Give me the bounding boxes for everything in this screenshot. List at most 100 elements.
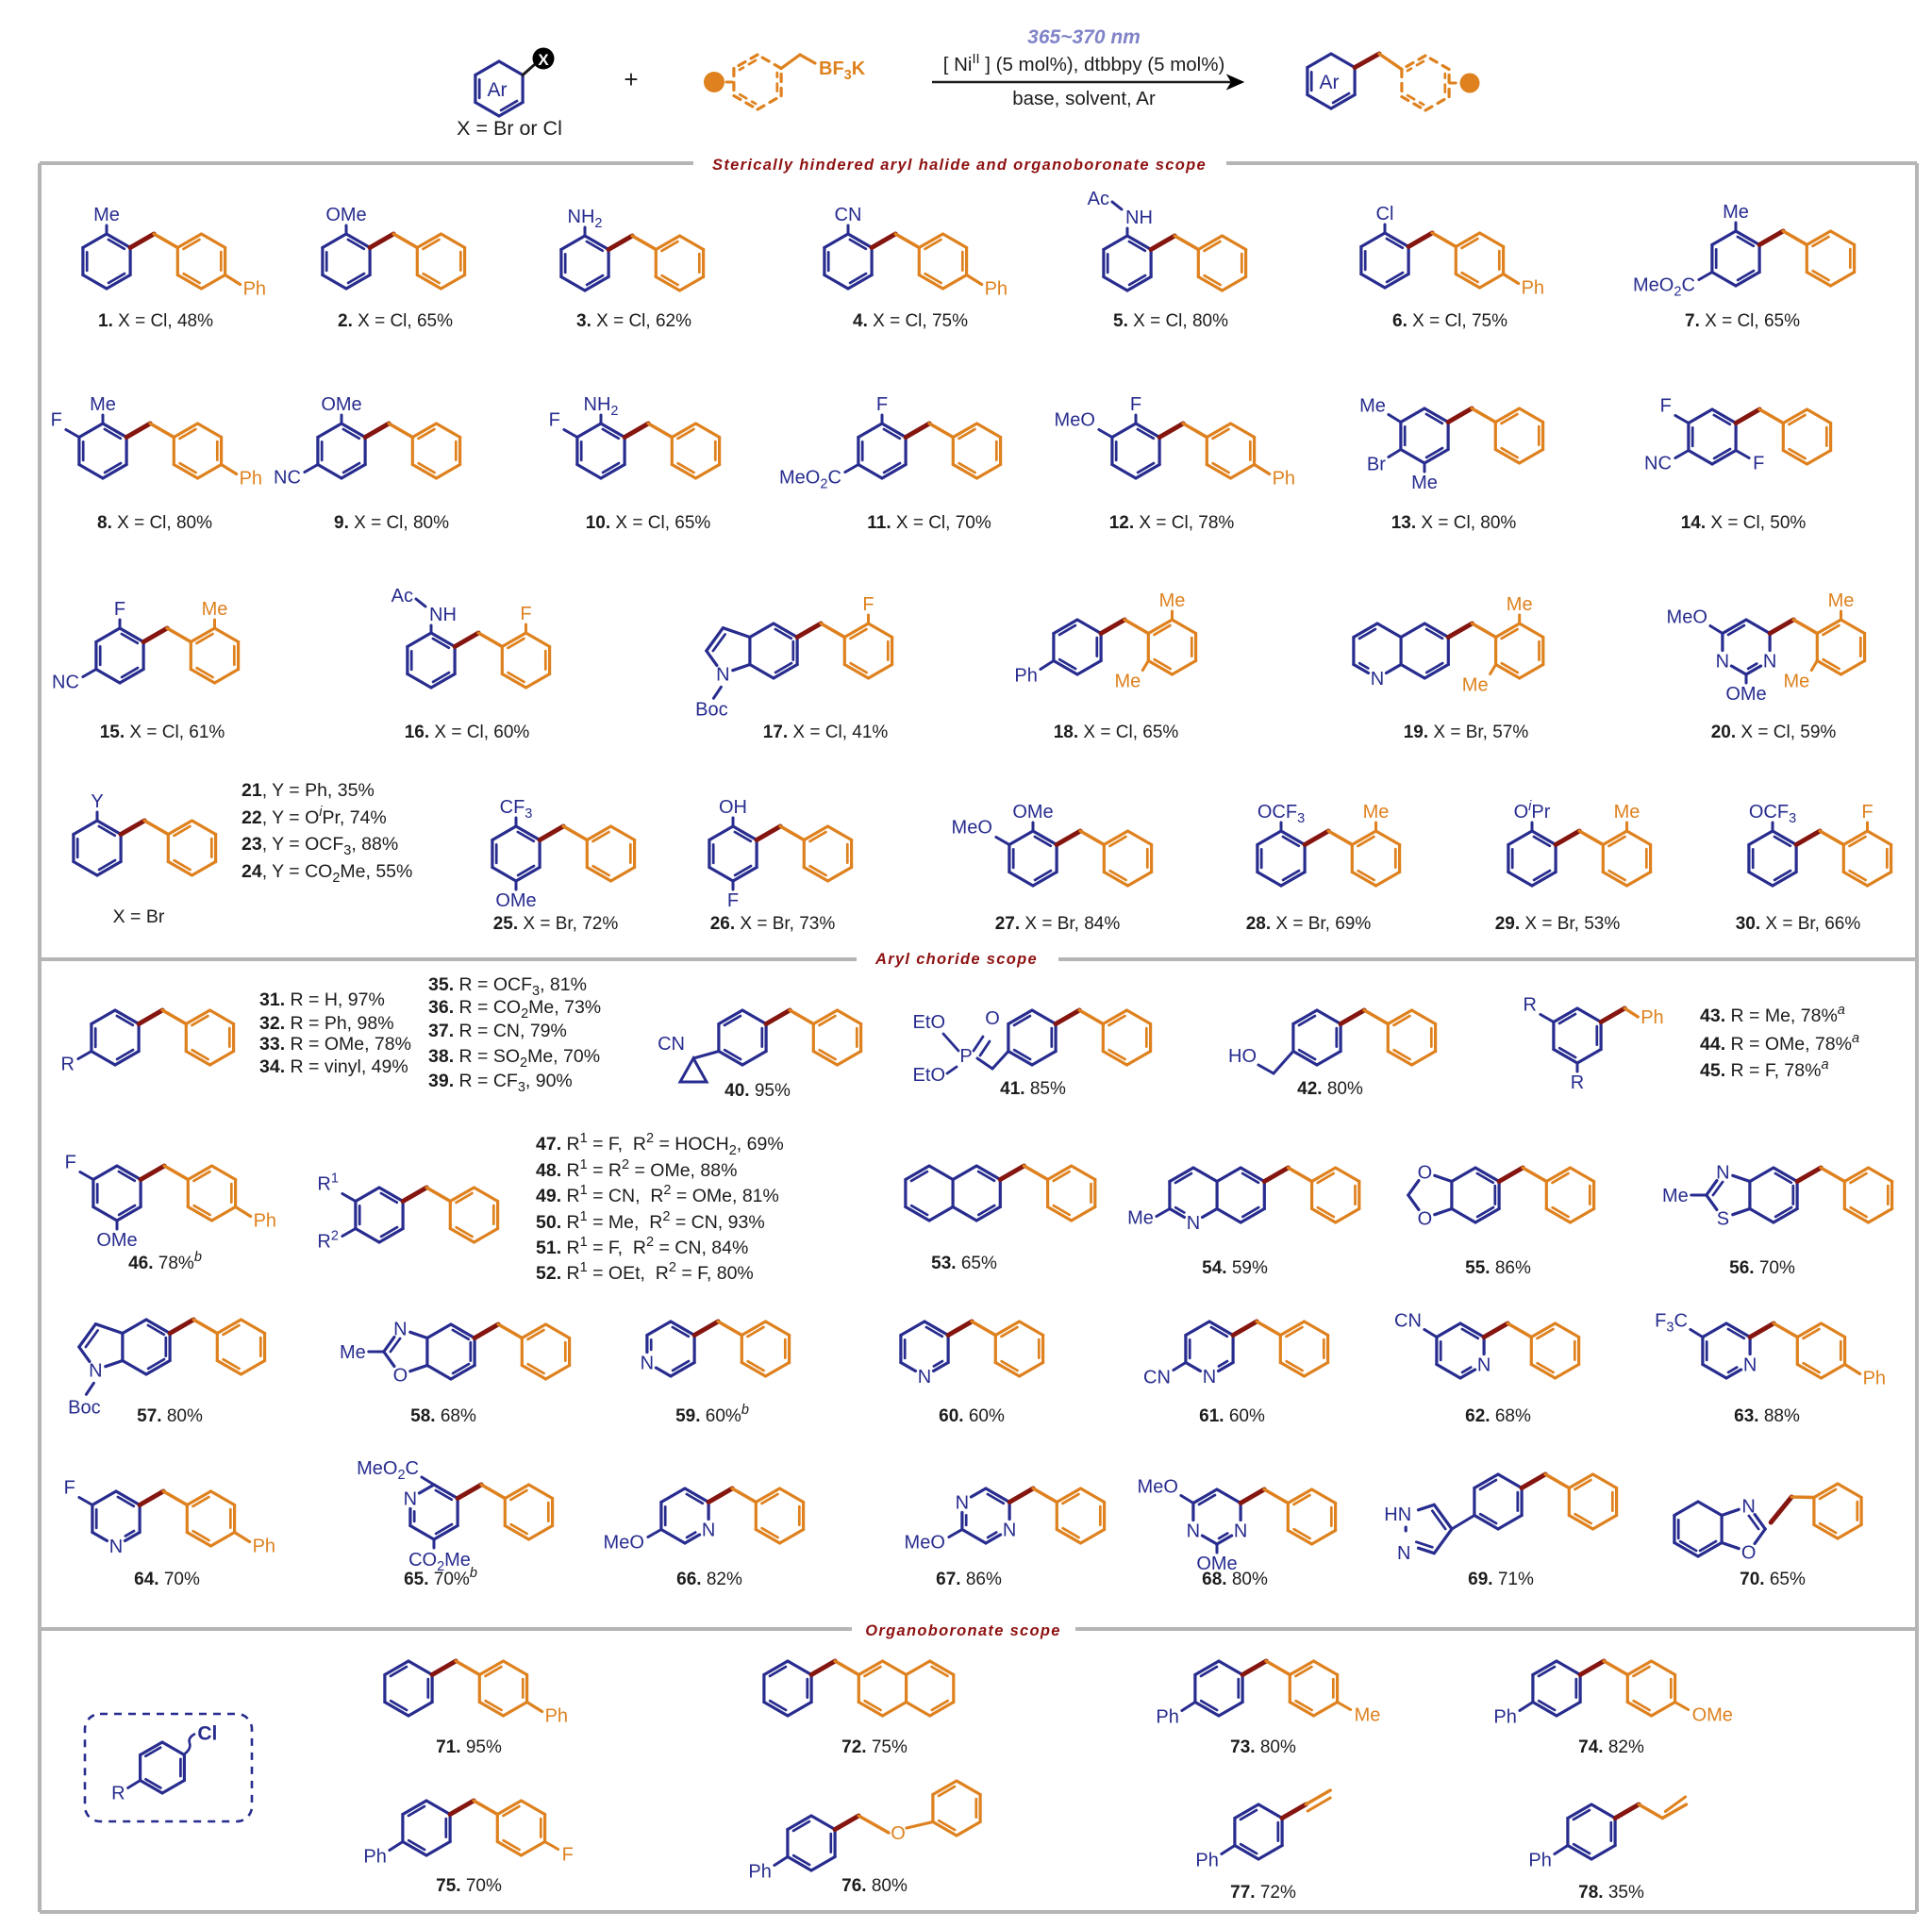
svg-text:MeO2C: MeO2C [779, 468, 841, 492]
svg-text:N: N [404, 1489, 417, 1510]
svg-text:Ph: Ph [1156, 1707, 1178, 1728]
svg-text:Cl: Cl [197, 1723, 217, 1745]
svg-text:N: N [702, 1521, 715, 1541]
svg-text:365~370 nm: 365~370 nm [1027, 26, 1141, 48]
svg-text:77. 72%: 77. 72% [1230, 1883, 1296, 1903]
svg-text:S: S [1717, 1208, 1729, 1229]
svg-text:NH2: NH2 [568, 207, 603, 231]
svg-text:N: N [89, 1360, 102, 1381]
svg-text:Me: Me [1462, 675, 1489, 696]
svg-text:O: O [891, 1823, 906, 1844]
svg-text:OMe: OMe [1012, 802, 1053, 823]
svg-text:22, Y = OiPr, 74%: 22, Y = OiPr, 74% [242, 805, 387, 828]
svg-text:11. X = Cl, 70%: 11. X = Cl, 70% [867, 513, 991, 533]
svg-text:67. 86%: 67. 86% [936, 1570, 1002, 1589]
svg-text:N: N [641, 1354, 654, 1374]
svg-text:OiPr: OiPr [1514, 799, 1551, 823]
svg-text:Ph: Ph [363, 1847, 386, 1868]
svg-text:F: F [1753, 454, 1764, 474]
svg-text:Me: Me [1115, 672, 1141, 692]
svg-text:40. 95%: 40. 95% [724, 1081, 791, 1101]
svg-text:5. X = Cl, 80%: 5. X = Cl, 80% [1113, 311, 1228, 331]
svg-text:CN: CN [1143, 1368, 1171, 1388]
svg-text:58. 68%: 58. 68% [410, 1406, 476, 1426]
svg-text:CN: CN [1394, 1311, 1422, 1332]
svg-text:Me: Me [1127, 1208, 1154, 1229]
svg-text:13. X = Cl, 80%: 13. X = Cl, 80% [1391, 513, 1517, 533]
svg-text:Me: Me [202, 599, 228, 620]
svg-text:NH: NH [429, 605, 457, 625]
svg-text:63. 88%: 63. 88% [1734, 1406, 1800, 1426]
svg-text:HN: HN [1384, 1504, 1411, 1525]
svg-text:52. R1 = OEt, R2 = F, 80%: 52. R1 = OEt, R2 = F, 80% [536, 1260, 754, 1284]
svg-text:50. R1 = Me, R2 = CN, 93%: 50. R1 = Me, R2 = CN, 93% [536, 1209, 765, 1233]
svg-text:N: N [1234, 1521, 1247, 1542]
svg-text:OMe: OMe [1692, 1705, 1733, 1726]
svg-text:OCF3: OCF3 [1749, 802, 1796, 826]
svg-text:Me: Me [1828, 590, 1855, 611]
svg-text:O: O [985, 1008, 1000, 1029]
svg-text:F: F [1861, 802, 1873, 823]
svg-text:Ph: Ph [254, 1211, 276, 1232]
svg-text:8. X = Cl, 80%: 8. X = Cl, 80% [97, 513, 212, 533]
svg-text:N: N [1203, 1367, 1216, 1388]
svg-text:37. R = CN, 79%: 37. R = CN, 79% [428, 1021, 567, 1041]
svg-text:23, Y = OCF3, 88%: 23, Y = OCF3, 88% [242, 834, 398, 858]
svg-text:OMe: OMe [325, 205, 366, 225]
svg-text:29. X = Br, 53%: 29. X = Br, 53% [1495, 914, 1621, 934]
svg-text:CO2Me: CO2Me [408, 1550, 471, 1574]
svg-text:16. X = Cl, 60%: 16. X = Cl, 60% [405, 723, 530, 742]
svg-text:17. X = Cl, 41%: 17. X = Cl, 41% [763, 723, 889, 742]
svg-text:72. 75%: 72. 75% [841, 1737, 908, 1757]
svg-text:41. 85%: 41. 85% [1000, 1079, 1066, 1099]
svg-text:F: F [65, 1153, 76, 1173]
svg-text:Ph: Ph [1493, 1707, 1516, 1728]
svg-text:71. 95%: 71. 95% [436, 1737, 502, 1757]
svg-text:39. R = CF3, 90%: 39. R = CF3, 90% [428, 1071, 573, 1095]
svg-text:54. 59%: 54. 59% [1202, 1258, 1268, 1278]
svg-text:62. 68%: 62. 68% [1465, 1406, 1531, 1426]
svg-text:21, Y = Ph, 35%: 21, Y = Ph, 35% [242, 780, 375, 801]
svg-text:Ph: Ph [985, 279, 1008, 300]
svg-text:Sterically hindered aryl halid: Sterically hindered aryl halide and orga… [712, 157, 1207, 174]
svg-text:MeO: MeO [1138, 1477, 1178, 1498]
svg-text:F3C: F3C [1655, 1311, 1688, 1336]
svg-text:Y: Y [91, 791, 103, 812]
svg-text:R: R [60, 1055, 74, 1075]
svg-text:[ NiII ] (5 mol%), dtbbpy (5 m: [ NiII ] (5 mol%), dtbbpy (5 mol%) [943, 52, 1225, 75]
svg-text:N: N [716, 664, 729, 685]
svg-text:69. 71%: 69. 71% [1468, 1570, 1534, 1589]
svg-text:R: R [111, 1784, 125, 1804]
svg-text:42. 80%: 42. 80% [1297, 1079, 1363, 1099]
svg-text:75. 70%: 75. 70% [436, 1876, 502, 1896]
svg-text:CN: CN [658, 1034, 685, 1055]
svg-text:NC: NC [52, 673, 79, 693]
svg-text:OMe: OMe [1725, 684, 1766, 705]
svg-text:57. 80%: 57. 80% [137, 1406, 203, 1426]
svg-text:49. R1 = CN, R2 = OMe, 81%: 49. R1 = CN, R2 = OMe, 81% [536, 1183, 779, 1206]
svg-text:51. R1 = F, R2 = CN, 84%: 51. R1 = F, R2 = CN, 84% [536, 1235, 748, 1258]
svg-text:O: O [1418, 1208, 1433, 1229]
svg-text:Ph: Ph [1528, 1851, 1551, 1871]
svg-text:31. R = H, 97%: 31. R = H, 97% [259, 989, 385, 1010]
svg-text:N: N [1716, 1163, 1729, 1184]
svg-text:48. R1 = R2 = OMe, 88%: 48. R1 = R2 = OMe, 88% [536, 1157, 737, 1181]
svg-text:56. 70%: 56. 70% [1729, 1258, 1795, 1278]
svg-text:Boc: Boc [695, 699, 727, 720]
svg-text:F: F [51, 410, 62, 431]
svg-text:O: O [1418, 1163, 1433, 1184]
svg-text:4. X = Cl, 75%: 4. X = Cl, 75% [853, 311, 968, 331]
svg-text:32. R = Ph, 98%: 32. R = Ph, 98% [259, 1013, 394, 1034]
svg-text:HO: HO [1228, 1046, 1257, 1067]
svg-text:73. 80%: 73. 80% [1230, 1737, 1296, 1757]
svg-text:F: F [1130, 394, 1141, 415]
svg-text:Me: Me [90, 394, 116, 415]
svg-text:74. 82%: 74. 82% [1578, 1737, 1644, 1757]
svg-text:Ph: Ph [243, 279, 266, 300]
svg-text:Br: Br [1367, 455, 1386, 475]
svg-text:Me: Me [1359, 396, 1386, 417]
svg-text:44. R = OMe, 78%a: 44. R = OMe, 78%a [1700, 1031, 1859, 1055]
svg-text:Me: Me [1363, 802, 1390, 823]
svg-text:N: N [1187, 1521, 1200, 1542]
svg-text:X = Br or Cl: X = Br or Cl [457, 117, 562, 140]
